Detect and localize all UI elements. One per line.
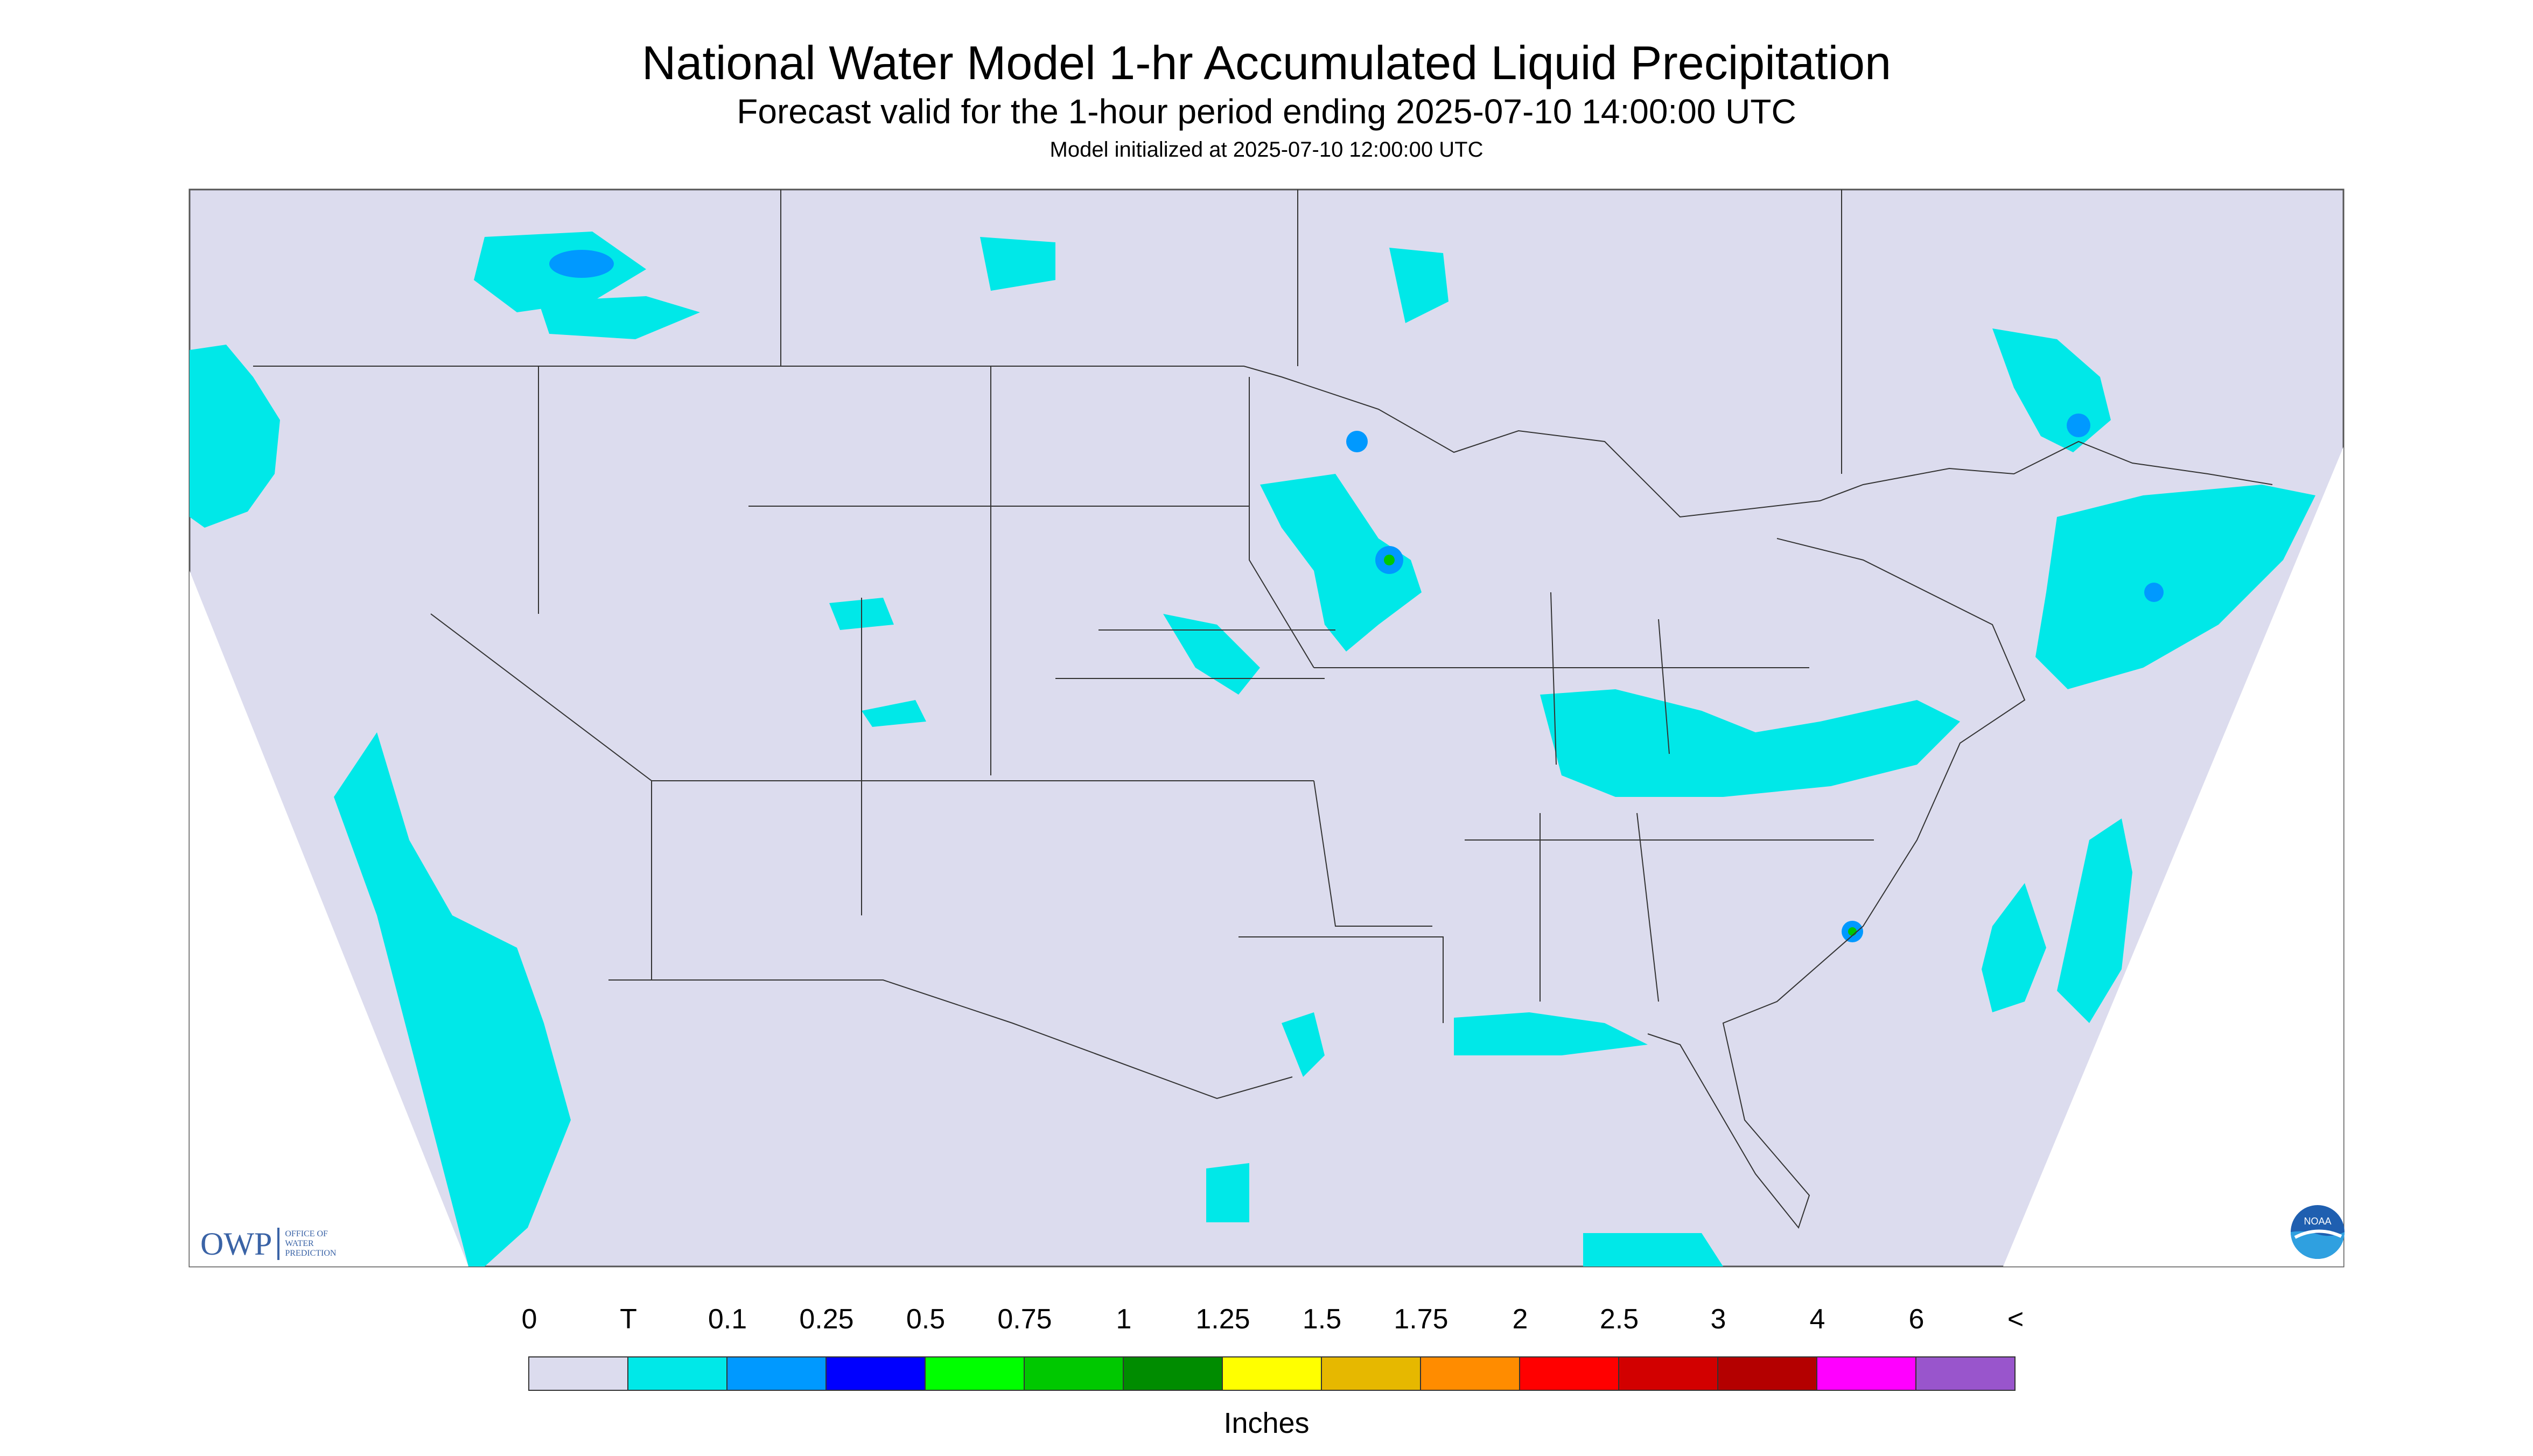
legend-swatch <box>1024 1356 1124 1391</box>
legend-tick: 0.25 <box>799 1304 854 1335</box>
model-init-text: Model initialized at 2025-07-10 12:00:00… <box>1049 138 1484 162</box>
legend-colorbar <box>528 1356 2016 1391</box>
owp-logo-text: OFFICE OF WATER PREDICTION <box>285 1229 337 1258</box>
legend-units: Inches <box>1223 1407 1310 1439</box>
legend-tick: 1.25 <box>1195 1304 1250 1335</box>
legend-swatch <box>528 1356 628 1391</box>
legend-swatch <box>1618 1356 1718 1391</box>
noaa-logo: NOAA <box>2291 1205 2345 1259</box>
boundaries <box>253 190 2273 1229</box>
legend-swatch <box>1321 1356 1421 1391</box>
legend-tick: 0.75 <box>997 1304 1052 1335</box>
legend-swatch <box>1519 1356 1619 1391</box>
legend-swatch <box>1420 1356 1520 1391</box>
owp-logo: OWP OFFICE OF WATER PREDICTION <box>200 1222 349 1265</box>
legend-swatch <box>1123 1356 1223 1391</box>
legend-tick: < <box>2007 1304 2024 1335</box>
noaa-logo-text: NOAA <box>2304 1216 2331 1227</box>
legend-tick-labels: 0 T 0.1 0.25 0.5 0.75 1 1.25 1.5 1.75 2 … <box>0 1303 2533 1335</box>
precip-heavy <box>549 250 2164 942</box>
legend-tick: 0.1 <box>708 1304 747 1335</box>
map-subtitle: Forecast valid for the 1-hour period end… <box>737 92 1796 131</box>
legend-tick: 3 <box>1710 1304 1726 1335</box>
legend-tick: 0.5 <box>906 1304 946 1335</box>
legend-swatch <box>925 1356 1025 1391</box>
domain-mask-right <box>2003 447 2343 1266</box>
legend-tick: 1 <box>1116 1304 1132 1335</box>
legend-tick: 1.5 <box>1302 1304 1342 1335</box>
domain-mask-left <box>190 571 468 1266</box>
owp-logo-letters: OWP <box>200 1226 272 1262</box>
legend-tick: 4 <box>1809 1304 1825 1335</box>
legend-swatch <box>726 1356 827 1391</box>
legend-tick: 6 <box>1908 1304 1925 1335</box>
map-title: National Water Model 1-hr Accumulated Li… <box>641 36 1892 89</box>
precip-areas <box>190 232 2315 1266</box>
legend-swatch <box>1222 1356 1322 1391</box>
legend-tick: 0 <box>521 1304 537 1335</box>
legend-swatch <box>1816 1356 1916 1391</box>
legend-swatch <box>825 1356 926 1391</box>
legend-swatch <box>1915 1356 2016 1391</box>
owp-logo-divider <box>277 1228 280 1260</box>
legend-swatch <box>1717 1356 1817 1391</box>
legend-swatch <box>627 1356 727 1391</box>
legend-tick: T <box>620 1304 637 1335</box>
legend-tick: 2.5 <box>1599 1304 1639 1335</box>
legend-tick: 1.75 <box>1394 1304 1449 1335</box>
legend-tick: 2 <box>1512 1304 1528 1335</box>
